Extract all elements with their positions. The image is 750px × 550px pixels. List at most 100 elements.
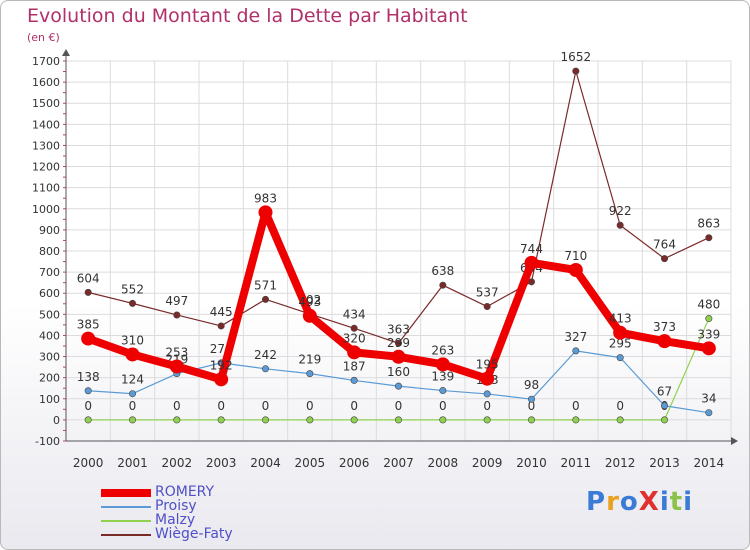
- data-label: 0: [306, 399, 314, 413]
- y-axis-arrow: [62, 49, 70, 56]
- data-point: [258, 205, 273, 220]
- data-point: [394, 339, 402, 347]
- data-label: 98: [524, 378, 539, 392]
- proxiti-logo: ProXiti: [586, 487, 694, 517]
- y-tick-label: 900: [39, 224, 60, 237]
- data-point: [439, 281, 447, 289]
- y-tick-label: 1200: [32, 161, 60, 174]
- data-label: 139: [431, 370, 454, 384]
- data-label: 327: [564, 330, 587, 344]
- data-point: [705, 315, 713, 323]
- data-point: [347, 345, 362, 360]
- data-label: 242: [254, 348, 277, 362]
- y-tick-label: 100: [39, 393, 60, 406]
- data-label: 863: [697, 217, 720, 231]
- data-label: 0: [439, 399, 447, 413]
- legend-swatch: [101, 520, 151, 522]
- y-tick-label: 500: [39, 308, 60, 321]
- data-point: [350, 324, 358, 332]
- data-point: [214, 372, 229, 387]
- data-label: 339: [697, 327, 720, 341]
- data-label: 0: [84, 399, 92, 413]
- data-point: [435, 357, 450, 372]
- data-label: 67: [657, 385, 672, 399]
- data-label: 263: [431, 343, 454, 357]
- x-tick-label: 2008: [428, 456, 459, 470]
- data-label: 0: [217, 399, 225, 413]
- data-point: [306, 416, 314, 424]
- data-point: [391, 349, 406, 364]
- data-label: 187: [343, 359, 366, 373]
- data-label: 310: [121, 333, 144, 347]
- data-point: [173, 311, 181, 319]
- data-point: [701, 341, 716, 356]
- data-label: 363: [387, 322, 410, 336]
- data-label: 320: [343, 331, 366, 345]
- data-point: [660, 402, 668, 410]
- data-label: 922: [609, 204, 632, 218]
- y-tick-label: 400: [39, 329, 60, 342]
- data-point: [84, 416, 92, 424]
- data-label: 445: [210, 305, 233, 319]
- data-label: 413: [609, 312, 632, 326]
- x-tick-label: 2003: [206, 456, 237, 470]
- data-point: [261, 416, 269, 424]
- y-tick-label: 200: [39, 372, 60, 385]
- x-tick-label: 2010: [516, 456, 547, 470]
- y-tick-label: 600: [39, 287, 60, 300]
- data-label: 0: [350, 399, 358, 413]
- data-label: 0: [395, 399, 403, 413]
- data-label: 0: [483, 399, 491, 413]
- x-axis-arrow: [731, 437, 738, 445]
- x-tick-label: 2002: [162, 456, 193, 470]
- data-label: 385: [77, 318, 100, 332]
- data-label: 0: [572, 399, 580, 413]
- data-point: [660, 255, 668, 263]
- data-point: [217, 416, 225, 424]
- data-label: 192: [210, 358, 233, 372]
- data-point: [350, 416, 358, 424]
- data-point: [705, 234, 713, 242]
- data-point: [616, 354, 624, 362]
- legend-label: Malzy: [155, 512, 196, 528]
- x-tick-label: 2007: [383, 456, 414, 470]
- data-label: 0: [129, 399, 137, 413]
- data-label: 1652: [561, 50, 592, 64]
- data-point: [261, 365, 269, 373]
- data-label: 764: [653, 238, 676, 252]
- data-label: 571: [254, 278, 277, 292]
- data-label: 480: [697, 298, 720, 312]
- data-label: 373: [653, 320, 676, 334]
- data-label: 0: [262, 399, 270, 413]
- data-point: [84, 288, 92, 296]
- data-label: 493: [298, 295, 321, 309]
- data-label: 124: [121, 373, 144, 387]
- data-point: [483, 416, 491, 424]
- data-point: [613, 325, 628, 340]
- data-point: [572, 347, 580, 355]
- data-point: [439, 416, 447, 424]
- data-point: [129, 416, 137, 424]
- data-label: 604: [77, 271, 100, 285]
- data-label: 160: [387, 365, 410, 379]
- legend-label: Wiège-Faty: [155, 526, 233, 542]
- data-label: 0: [173, 399, 181, 413]
- data-label: 983: [254, 191, 277, 205]
- data-point: [169, 359, 184, 374]
- data-label: 295: [609, 337, 632, 351]
- legend-label: ROMERY: [155, 484, 215, 500]
- data-label: 253: [165, 345, 188, 359]
- y-tick-label: 800: [39, 245, 60, 258]
- y-tick-label: 1400: [32, 118, 60, 131]
- data-point: [483, 390, 491, 398]
- x-tick-label: 2005: [295, 456, 326, 470]
- data-point: [524, 255, 539, 270]
- data-point: [129, 299, 137, 307]
- data-point: [129, 390, 137, 398]
- data-point: [572, 67, 580, 75]
- data-label: 219: [298, 353, 321, 367]
- y-tick-label: 1300: [32, 139, 60, 152]
- data-point: [125, 347, 140, 362]
